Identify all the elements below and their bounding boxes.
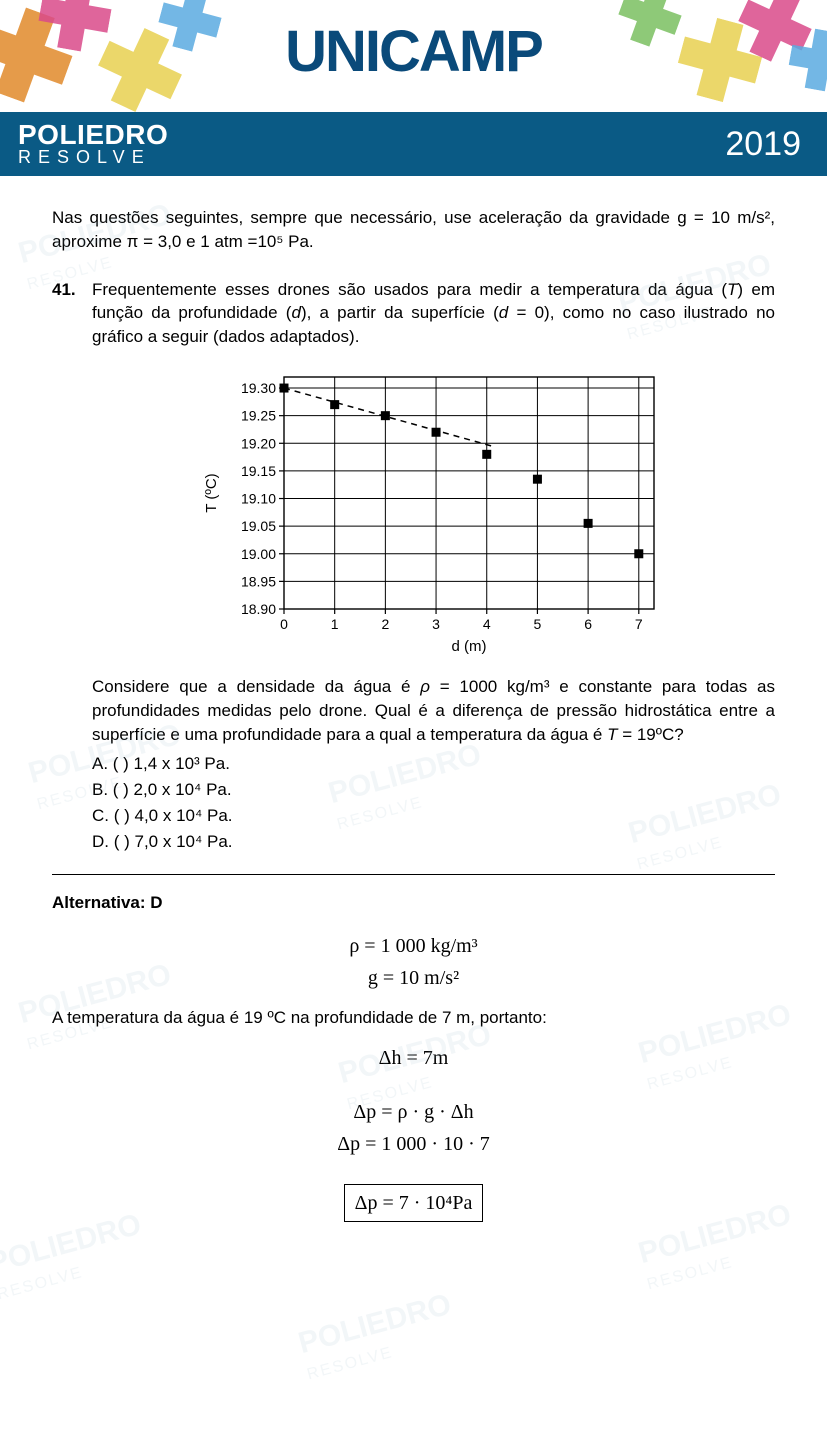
options-list: A. ( ) 1,4 x 10³ Pa. B. ( ) 2,0 x 10⁴ Pa…	[92, 752, 775, 853]
eq-rho: ρ = 1 000 kg/m³	[52, 932, 775, 960]
q-rho: ρ	[420, 677, 430, 696]
svg-text:19.20: 19.20	[240, 435, 275, 451]
intro-text: Nas questões seguintes, sempre que neces…	[52, 206, 775, 254]
svg-text:4: 4	[482, 616, 490, 632]
svg-text:1: 1	[330, 616, 338, 632]
question-number: 41.	[52, 278, 86, 856]
eq-dp-calc: Δp = 1 000 · 10 · 7	[52, 1130, 775, 1158]
q-T: T	[727, 280, 737, 299]
watermark: POLIEDRORESOLVE	[0, 1211, 151, 1304]
svg-text:T (ºC): T (ºC)	[203, 473, 220, 512]
q-para1-a: Frequentemente esses drones são usados p…	[92, 280, 727, 299]
answer-label: Alternativa: D	[52, 891, 775, 915]
option-a: A. ( ) 1,4 x 10³ Pa.	[92, 752, 775, 776]
brand-bar: POLIEDRO RESOLVE 2019	[0, 112, 827, 176]
eq-dp-formula: Δp = ρ · g · Δh	[52, 1098, 775, 1126]
page-content: POLIEDRORESOLVEPOLIEDRORESOLVEPOLIEDRORE…	[0, 176, 827, 1262]
question-para2: Considere que a densidade da água é ρ = …	[92, 675, 775, 746]
watermark: POLIEDRORESOLVE	[296, 1291, 461, 1384]
q-para2-c: = 19ºC?	[617, 725, 683, 744]
option-c: C. ( ) 4,0 x 10⁴ Pa.	[92, 804, 775, 828]
svg-text:0: 0	[280, 616, 288, 632]
chart-container: 0 1 2 3 4 5 6 7 18.90 18.95 19.00 19.05 19.10 19.15 19…	[194, 367, 674, 657]
svg-text:5: 5	[533, 616, 541, 632]
q-T2: T	[607, 725, 617, 744]
svg-text:2: 2	[381, 616, 389, 632]
question-block: 41. Frequentemente esses drones são usad…	[52, 278, 775, 856]
chart: 0 1 2 3 4 5 6 7 18.90 18.95 19.00 19.05 19.10 19.15 19…	[194, 367, 674, 657]
poliedro-bot: RESOLVE	[18, 149, 168, 166]
year: 2019	[725, 125, 801, 164]
q-para2-a: Considere que a densidade da água é	[92, 677, 420, 696]
svg-text:18.95: 18.95	[240, 573, 275, 589]
q-d0: d	[499, 303, 508, 322]
svg-text:19.15: 19.15	[240, 463, 275, 479]
brand-title: UNICAMP	[0, 18, 827, 85]
poliedro-top: POLIEDRO	[18, 122, 168, 149]
option-d: D. ( ) 7,0 x 10⁴ Pa.	[92, 830, 775, 854]
decorative-header: UNICAMP	[0, 0, 827, 112]
question-text: Frequentemente esses drones são usados p…	[92, 278, 775, 856]
boxed-answer: Δp = 7 · 10⁴Pa	[344, 1184, 484, 1222]
svg-text:19.00: 19.00	[240, 546, 275, 562]
svg-text:19.05: 19.05	[240, 518, 275, 534]
option-b: B. ( ) 2,0 x 10⁴ Pa.	[92, 778, 775, 802]
eq-dh: Δh = 7m	[52, 1044, 775, 1072]
svg-text:19.25: 19.25	[240, 408, 275, 424]
poliedro-logo: POLIEDRO RESOLVE	[18, 122, 168, 166]
svg-text:18.90: 18.90	[240, 601, 275, 617]
svg-text:19.10: 19.10	[240, 491, 275, 507]
eq-g: g = 10 m/s²	[52, 964, 775, 992]
q-d: d	[291, 303, 300, 322]
svg-text:d (m): d (m)	[451, 638, 486, 655]
boxed-answer-row: Δp = 7 · 10⁴Pa	[52, 1184, 775, 1222]
svg-text:7: 7	[634, 616, 642, 632]
solution-text-1: A temperatura da água é 19 ºC na profund…	[52, 1006, 775, 1030]
svg-text:6: 6	[584, 616, 592, 632]
svg-text:3: 3	[432, 616, 440, 632]
divider	[52, 874, 775, 875]
q-para1-c: ), a partir da superfície (	[301, 303, 499, 322]
svg-text:19.30: 19.30	[240, 380, 275, 396]
